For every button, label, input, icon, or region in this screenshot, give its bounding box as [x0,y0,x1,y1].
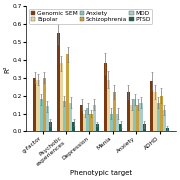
Bar [110,114,113,131]
Bar [103,63,107,131]
Bar [46,106,49,131]
Bar [113,92,116,131]
Bar [133,99,136,131]
X-axis label: Phenotypic target: Phenotypic target [70,170,132,176]
Bar [150,81,153,131]
Bar [139,103,143,131]
Bar [127,92,130,131]
Bar [96,124,99,131]
Bar [119,124,122,131]
Bar [43,78,46,131]
Bar [153,92,157,131]
Bar [160,96,163,131]
Bar [93,105,96,131]
Bar [136,105,139,131]
Bar [66,55,69,131]
Bar [116,114,119,131]
Bar [89,114,93,131]
Bar [60,63,63,131]
Bar [57,33,60,131]
Bar [36,80,40,131]
Bar [157,103,160,131]
Bar [33,78,36,131]
Bar [163,110,166,131]
Legend: Genomic SEM, Bipolar, Anxiety, Schizophrenia, MDD, PTSD: Genomic SEM, Bipolar, Anxiety, Schizophr… [29,9,152,24]
Bar [143,124,146,131]
Bar [166,128,169,131]
Bar [40,99,43,131]
Bar [63,101,66,131]
Bar [86,108,89,131]
Bar [80,105,83,131]
Bar [69,103,72,131]
Bar [107,80,110,131]
Bar [72,122,75,131]
Bar [83,114,86,131]
Bar [49,122,52,131]
Y-axis label: R²: R² [4,65,10,73]
Bar [130,105,133,131]
